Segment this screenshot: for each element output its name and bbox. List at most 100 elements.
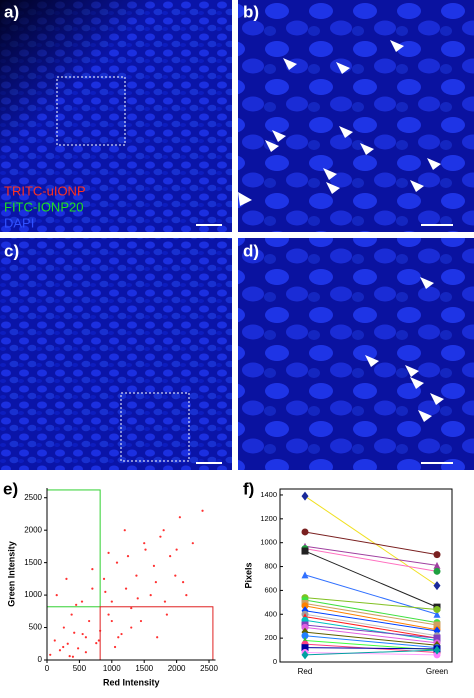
point <box>120 632 123 636</box>
point <box>80 600 84 603</box>
gate <box>99 606 214 661</box>
y-tick-label: 2500 <box>24 493 42 502</box>
y-tick-label: 1500 <box>24 558 42 567</box>
marker <box>433 610 441 618</box>
point <box>104 590 107 593</box>
point <box>159 535 162 538</box>
y-tick-label: 600 <box>264 585 277 594</box>
series-line <box>304 619 438 642</box>
point <box>201 509 204 512</box>
panel-a <box>0 0 232 232</box>
point <box>144 548 147 551</box>
series-line <box>304 495 438 587</box>
series-line <box>304 647 438 650</box>
y-tick-label: 0 <box>38 655 43 664</box>
x-tick-label: 2000 <box>168 664 186 673</box>
y-tick-label: 1400 <box>260 490 277 499</box>
series-line <box>304 574 438 615</box>
series-line <box>304 603 438 626</box>
panel-label: d) <box>243 241 259 260</box>
point <box>53 639 56 642</box>
point <box>154 581 157 584</box>
x-tick-label: Red <box>298 667 313 676</box>
point <box>117 636 120 639</box>
point <box>49 653 52 656</box>
series-line <box>304 624 438 639</box>
panel-label: e) <box>3 479 18 498</box>
series-line <box>304 597 438 611</box>
panel-b <box>238 0 474 232</box>
point <box>91 587 94 590</box>
point <box>97 639 100 642</box>
y-tick-label: 400 <box>264 609 277 618</box>
y-axis-label: Green Intensity <box>6 541 16 607</box>
point <box>174 574 177 577</box>
marker <box>433 606 441 614</box>
y-tick-label: 1000 <box>24 590 42 599</box>
point <box>84 651 87 654</box>
series-line <box>304 616 438 639</box>
series-line <box>304 631 438 646</box>
y-tick-label: 800 <box>264 562 277 571</box>
marker <box>301 528 309 536</box>
marker <box>301 644 309 652</box>
point <box>124 587 128 590</box>
series-line <box>304 613 438 637</box>
y-tick-label: 0 <box>273 657 277 666</box>
x-tick-label: 1500 <box>135 664 153 673</box>
point <box>126 555 130 558</box>
point <box>152 564 156 567</box>
point <box>185 593 188 597</box>
x-tick-label: 500 <box>73 664 87 673</box>
marker <box>301 491 309 501</box>
series-line <box>304 599 438 624</box>
legend-label: FITC-IONP20 <box>4 199 83 214</box>
point <box>156 636 159 639</box>
point <box>162 529 165 532</box>
point <box>110 619 113 623</box>
marker <box>433 551 441 559</box>
point <box>139 619 143 623</box>
series-line <box>304 605 438 631</box>
point <box>163 600 167 603</box>
legend-label: TRITC-uIONP <box>4 183 86 198</box>
point <box>178 516 181 519</box>
marker <box>433 651 441 659</box>
point <box>66 642 69 645</box>
marker <box>301 602 309 610</box>
marker <box>301 632 309 640</box>
point <box>107 551 110 555</box>
y-tick-label: 200 <box>264 633 277 642</box>
y-axis-label: Pixels <box>243 562 253 588</box>
point <box>58 649 62 652</box>
point <box>75 603 78 606</box>
point <box>62 626 65 629</box>
point <box>135 574 138 577</box>
marker <box>301 623 309 631</box>
point <box>149 593 152 597</box>
series-line <box>304 548 438 572</box>
panel-label: b) <box>243 2 259 21</box>
point <box>70 613 73 616</box>
point <box>91 568 94 571</box>
panel-label: a) <box>4 2 19 21</box>
panel-label: f) <box>243 479 254 498</box>
x-tick-label: 2500 <box>200 664 218 673</box>
marker <box>301 571 309 579</box>
marker <box>433 581 441 591</box>
point <box>175 548 178 551</box>
point <box>77 647 80 650</box>
point <box>73 631 76 634</box>
point <box>143 542 146 545</box>
legend-label: DAPI <box>4 215 34 230</box>
point <box>165 613 168 616</box>
marker <box>433 621 441 629</box>
series-line <box>304 610 438 632</box>
point <box>123 529 126 532</box>
point <box>65 577 68 580</box>
marker <box>433 645 441 655</box>
series-line <box>304 626 438 644</box>
y-tick-label: 1000 <box>260 538 277 547</box>
point <box>107 613 110 616</box>
